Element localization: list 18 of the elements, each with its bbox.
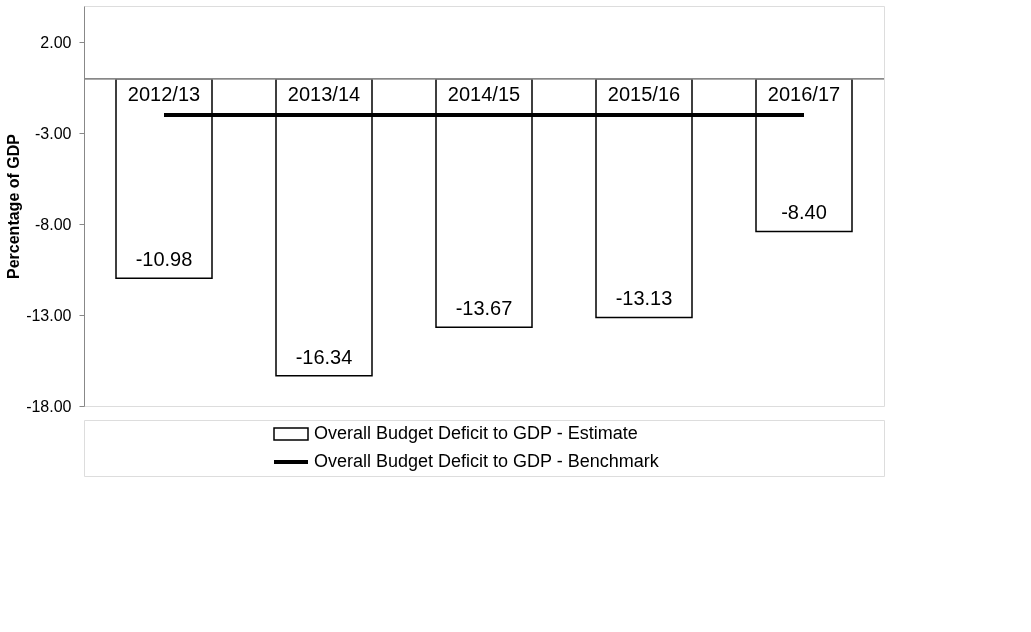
x-tick-label: 2014/15 (447, 82, 521, 105)
legend-label: Overall Budget Deficit to GDP - Estimate (314, 423, 638, 443)
x-tick-label: 2016/17 (767, 82, 841, 105)
data-label: -10.98 (135, 248, 193, 271)
y-tick-label: -8.00 (35, 215, 72, 233)
y-axis-title: Percentage of GDP (5, 133, 23, 279)
x-tick-label: 2013/14 (287, 82, 361, 105)
x-tick-label: 2012/13 (127, 82, 201, 105)
y-tick-label: 2.00 (40, 33, 72, 51)
data-label: -16.34 (295, 345, 353, 368)
y-tick-label: -13.00 (26, 306, 72, 324)
x-tick-label: 2015/16 (607, 82, 681, 105)
legend-label: Overall Budget Deficit to GDP - Benchmark (314, 451, 660, 471)
y-tick-label: -18.00 (26, 397, 72, 415)
data-label: -13.67 (455, 297, 513, 320)
data-label: -13.13 (615, 287, 673, 310)
data-label: -8.40 (781, 201, 827, 224)
y-tick-label: -3.00 (35, 124, 72, 142)
